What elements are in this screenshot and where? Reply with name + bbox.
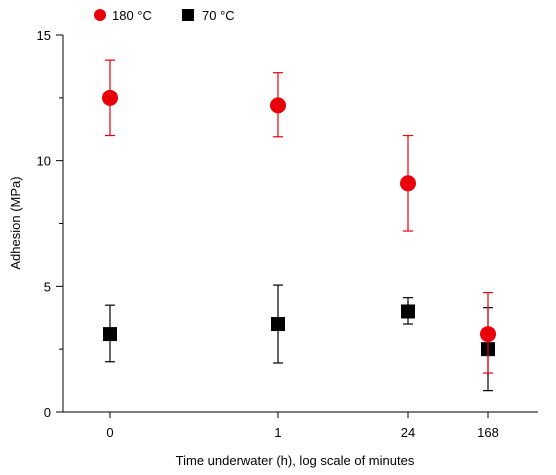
data-point-square xyxy=(401,304,415,319)
data-point-circle xyxy=(270,97,286,114)
x-tick-label: 1 xyxy=(274,425,281,440)
x-tick-label: 168 xyxy=(477,425,499,440)
legend: 180 °C 70 °C xyxy=(94,8,235,23)
y-tick-label: 10 xyxy=(37,154,51,169)
data-point-square xyxy=(103,327,117,342)
y-tick-label: 5 xyxy=(44,279,51,294)
data-point-circle xyxy=(400,175,416,192)
x-axis-title: Time underwater (h), log scale of minute… xyxy=(176,453,415,468)
legend-label: 70 °C xyxy=(202,8,235,23)
legend-marker-circle xyxy=(94,9,106,21)
axes: 0 5 10 15 0 1 24 168 xyxy=(37,28,538,440)
legend-label: 180 °C xyxy=(112,8,152,23)
data-point-circle xyxy=(480,326,496,343)
y-tick-label: 15 xyxy=(37,28,51,43)
y-axis-title: Adhesion (MPa) xyxy=(8,176,23,269)
legend-marker-square xyxy=(182,9,194,21)
data-marks xyxy=(102,59,496,392)
data-point-square xyxy=(271,317,285,332)
x-tick-label: 0 xyxy=(106,425,113,440)
x-tick-label: 24 xyxy=(401,425,415,440)
y-tick-label: 0 xyxy=(44,405,51,420)
series-circles xyxy=(102,59,496,374)
series-squares xyxy=(103,284,495,392)
data-point-circle xyxy=(102,89,118,106)
